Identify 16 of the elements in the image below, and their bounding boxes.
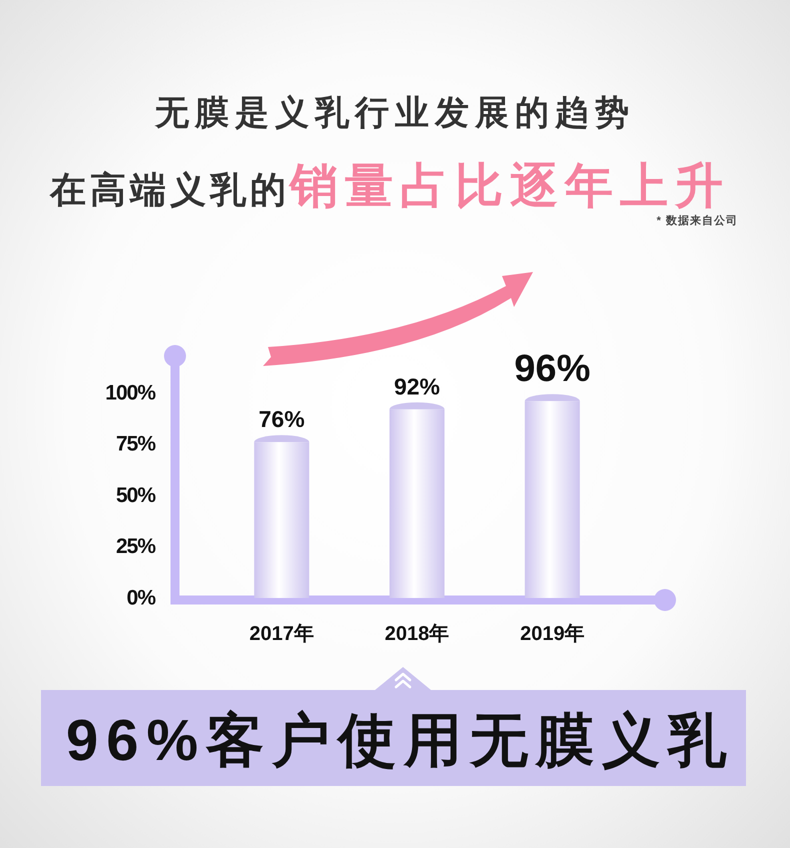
y-tick-label: 25% — [116, 535, 156, 558]
chart-title: 无膜是义乳行业发展的趋势 — [154, 94, 635, 132]
text: 96%客户使用无膜义乳 — [66, 708, 734, 773]
x-tick-label: 2017年 — [249, 623, 314, 645]
y-tick-label: 50% — [116, 484, 156, 507]
x-tick-label: 2018年 — [384, 623, 450, 645]
x-tick-label: 2019年 — [520, 623, 585, 645]
data-label: 76% — [258, 406, 305, 432]
text: 在高端义乳的 — [50, 169, 290, 210]
text: 销量占比逐年上升 — [290, 160, 730, 213]
y-tick-label: 0% — [126, 586, 156, 610]
data-label: 96% — [514, 348, 590, 390]
y-tick-label: 75% — [116, 432, 156, 456]
data-label: 92% — [394, 373, 440, 400]
text: * 数据来自公司 — [656, 214, 738, 227]
y-tick-label: 100% — [105, 381, 156, 404]
